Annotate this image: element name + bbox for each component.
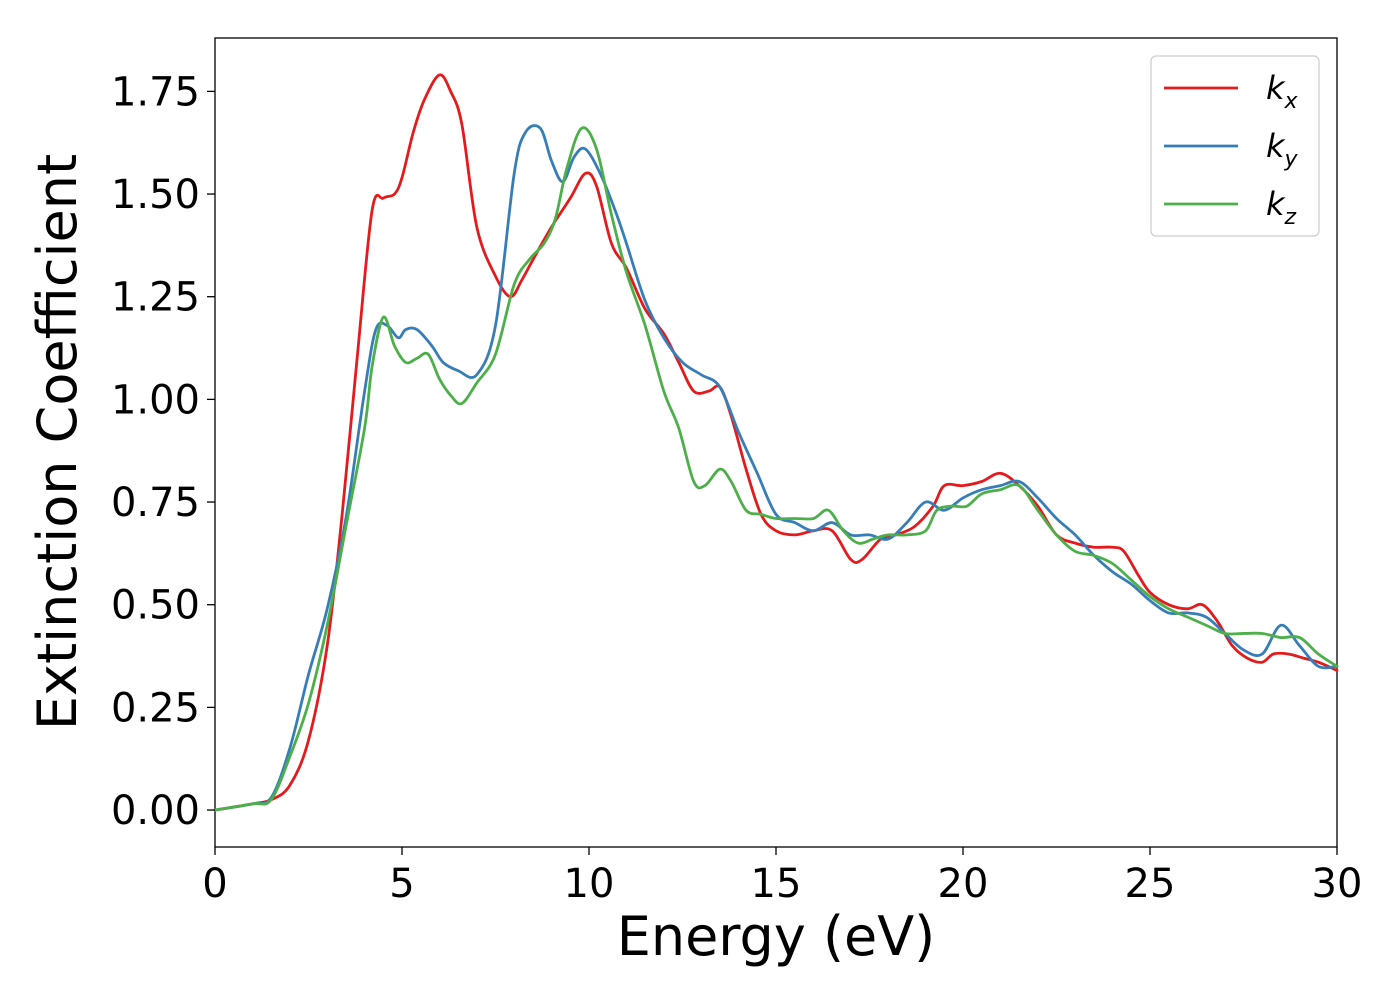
y-tick-label: 0.75 (111, 480, 200, 526)
series-line-ky (213, 124, 1339, 812)
x-tick-label: 15 (751, 861, 802, 907)
y-tick-label: 0.00 (111, 788, 200, 834)
y-tick-label: 0.50 (111, 583, 200, 629)
x-tick-label: 20 (938, 861, 989, 907)
y-tick-label: 1.50 (111, 172, 200, 218)
x-axis-ticks: 0 5 10 15 20 25 30 (202, 847, 1362, 907)
y-tick-label: 1.00 (111, 377, 200, 423)
legend-label-kz: kz (1266, 185, 1297, 230)
legend-label-main: k (1266, 69, 1286, 107)
legend-label-subscript: z (1284, 205, 1297, 230)
y-tick-label: 1.75 (111, 69, 200, 115)
series-line-kz (213, 126, 1339, 812)
series-line-kx (213, 73, 1339, 812)
legend-label-subscript: y (1284, 147, 1299, 172)
x-tick-label: 0 (202, 861, 227, 907)
x-tick-label: 10 (564, 861, 615, 907)
legend-label-ky: ky (1266, 127, 1299, 172)
series-layer (213, 73, 1339, 812)
x-tick-label: 25 (1125, 861, 1176, 907)
legend-label-main: k (1266, 127, 1286, 165)
x-axis-label: Energy (eV) (617, 905, 936, 968)
y-tick-label: 1.25 (111, 275, 200, 321)
y-axis-ticks: 0.00 0.25 0.50 0.75 1.00 1.25 1.50 1.75 (111, 69, 215, 834)
y-tick-label: 0.25 (111, 685, 200, 731)
legend-label-main: k (1266, 185, 1286, 223)
x-tick-label: 30 (1312, 861, 1363, 907)
legend-label-kx: kx (1266, 69, 1299, 114)
legend-label-subscript: x (1284, 89, 1299, 114)
y-axis-label: Extinction Coefficient (26, 154, 89, 730)
x-tick-label: 5 (389, 861, 414, 907)
